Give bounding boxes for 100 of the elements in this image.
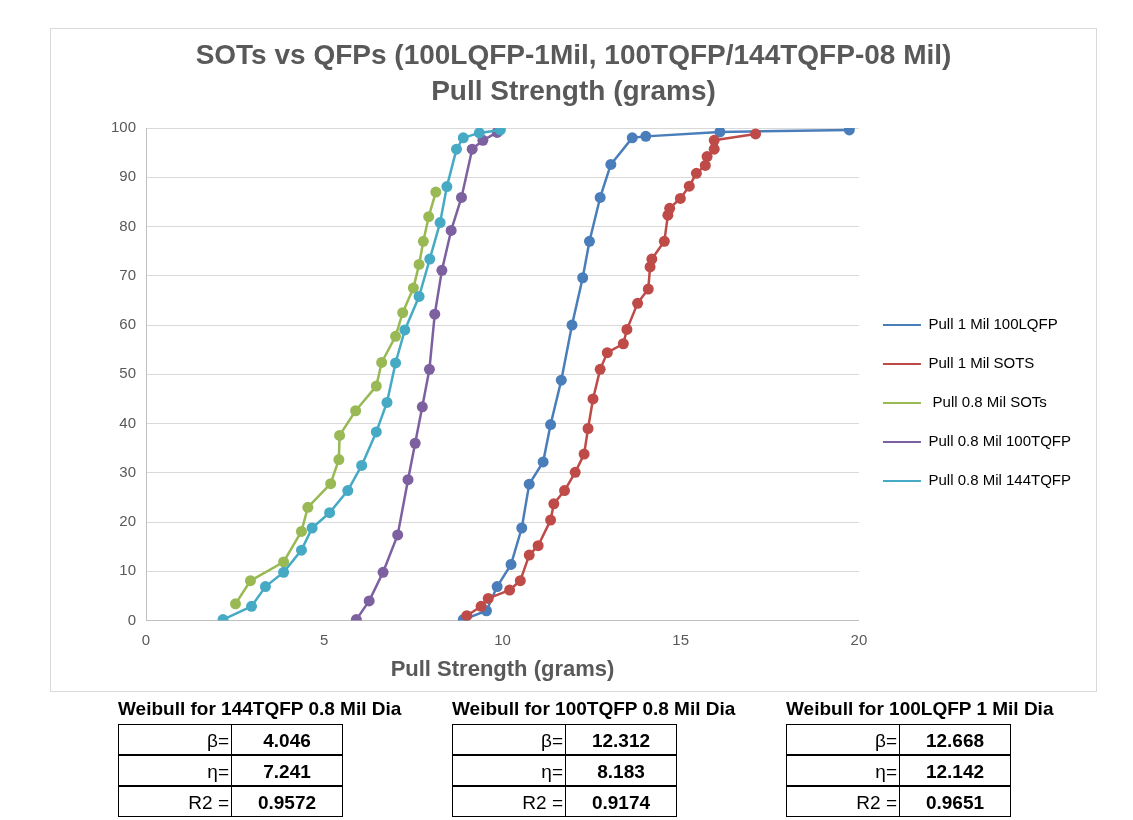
point <box>302 501 314 513</box>
text: 12.668 <box>900 724 1011 755</box>
point <box>259 581 271 593</box>
point <box>451 143 462 155</box>
point <box>582 422 594 434</box>
point <box>342 485 354 497</box>
point <box>390 357 402 369</box>
point <box>555 374 567 386</box>
point <box>278 566 290 578</box>
legend-label: Pull 1 Mil SOTS <box>928 354 1035 372</box>
point <box>601 347 613 359</box>
point <box>583 235 595 247</box>
point <box>436 264 448 276</box>
point <box>621 323 633 335</box>
point <box>475 600 487 612</box>
text: R2 = <box>452 786 566 817</box>
text: 7.241 <box>232 755 343 786</box>
x-tick-label: 10 <box>494 630 511 648</box>
point <box>545 514 557 526</box>
point <box>413 258 425 270</box>
point <box>577 272 589 284</box>
y-tick-label: 50 <box>119 364 137 382</box>
point <box>370 426 382 438</box>
point <box>417 235 429 247</box>
point <box>491 581 503 593</box>
point <box>701 151 713 163</box>
point <box>566 319 578 331</box>
point <box>278 556 290 568</box>
y-tick-label: 10 <box>119 561 137 579</box>
point <box>646 253 658 265</box>
point <box>399 324 411 336</box>
point <box>523 549 535 561</box>
point <box>514 575 526 587</box>
chart-title: SOTs vs QFPs (100LQFP-1Mil, 100TQFP/144TQFP-08 Mil) <box>194 38 953 72</box>
y-tick-label: 60 <box>119 315 137 333</box>
text: 0.9174 <box>566 786 677 817</box>
point <box>605 158 617 170</box>
text: β= <box>786 724 900 755</box>
text: 0.9651 <box>900 786 1011 817</box>
point <box>413 290 425 302</box>
point <box>632 297 644 309</box>
text: 8.183 <box>566 755 677 786</box>
point <box>441 181 453 193</box>
point <box>306 522 318 534</box>
point <box>244 575 256 587</box>
point <box>559 485 571 497</box>
point <box>714 128 726 138</box>
x-tick-label: 15 <box>672 630 690 648</box>
point <box>626 132 638 144</box>
x-tick-label: 0 <box>141 630 151 648</box>
x-tick-label: 5 <box>320 630 329 648</box>
text: η= <box>452 755 566 786</box>
point <box>640 130 652 142</box>
text: Weibull for 100LQFP 1 Mil Dia <box>786 697 1055 721</box>
point <box>445 224 457 236</box>
chart-subtitle: Pull Strength (grams) <box>430 74 717 108</box>
point <box>690 167 702 179</box>
point <box>617 338 629 350</box>
point <box>548 498 560 510</box>
point <box>390 330 402 342</box>
point <box>537 456 549 468</box>
text: 0.9572 <box>232 786 343 817</box>
point <box>482 592 494 604</box>
legend-label: Pull 0.8 Mil SOTs <box>928 393 1047 411</box>
text: 12.142 <box>900 755 1011 786</box>
point <box>578 448 590 460</box>
x-axis-title: Pull Strength (grams) <box>390 655 615 681</box>
point <box>457 132 469 144</box>
point <box>456 191 467 203</box>
point <box>516 522 528 534</box>
text: β= <box>118 724 232 755</box>
point <box>532 540 544 552</box>
y-tick-label: 0 <box>127 610 137 628</box>
text: η= <box>786 755 900 786</box>
point <box>473 128 485 139</box>
y-tick-label: 40 <box>119 413 137 431</box>
legend-label: Pull 1 Mil 100LQFP <box>928 315 1058 333</box>
y-tick-label: 70 <box>119 265 137 283</box>
point <box>350 405 362 417</box>
point <box>377 566 389 578</box>
point <box>461 610 473 621</box>
point <box>325 478 337 490</box>
point <box>505 558 517 570</box>
legend-label: Pull 0.8 Mil 144TQFP <box>928 471 1072 489</box>
point <box>674 192 686 204</box>
legend-label: Pull 0.8 Mil 100TQFP <box>928 432 1072 450</box>
text: Weibull for 100TQFP 0.8 Mil Dia <box>452 697 737 721</box>
point <box>392 529 404 541</box>
y-tick-label: 100 <box>111 118 137 136</box>
point <box>699 159 711 171</box>
point <box>664 202 676 214</box>
point <box>333 454 345 466</box>
point <box>356 459 368 471</box>
text: 12.312 <box>566 724 677 755</box>
point <box>416 401 428 413</box>
y-tick-label: 20 <box>119 512 137 530</box>
point <box>587 393 599 405</box>
text: β= <box>452 724 566 755</box>
point <box>523 478 535 490</box>
point <box>642 283 654 295</box>
